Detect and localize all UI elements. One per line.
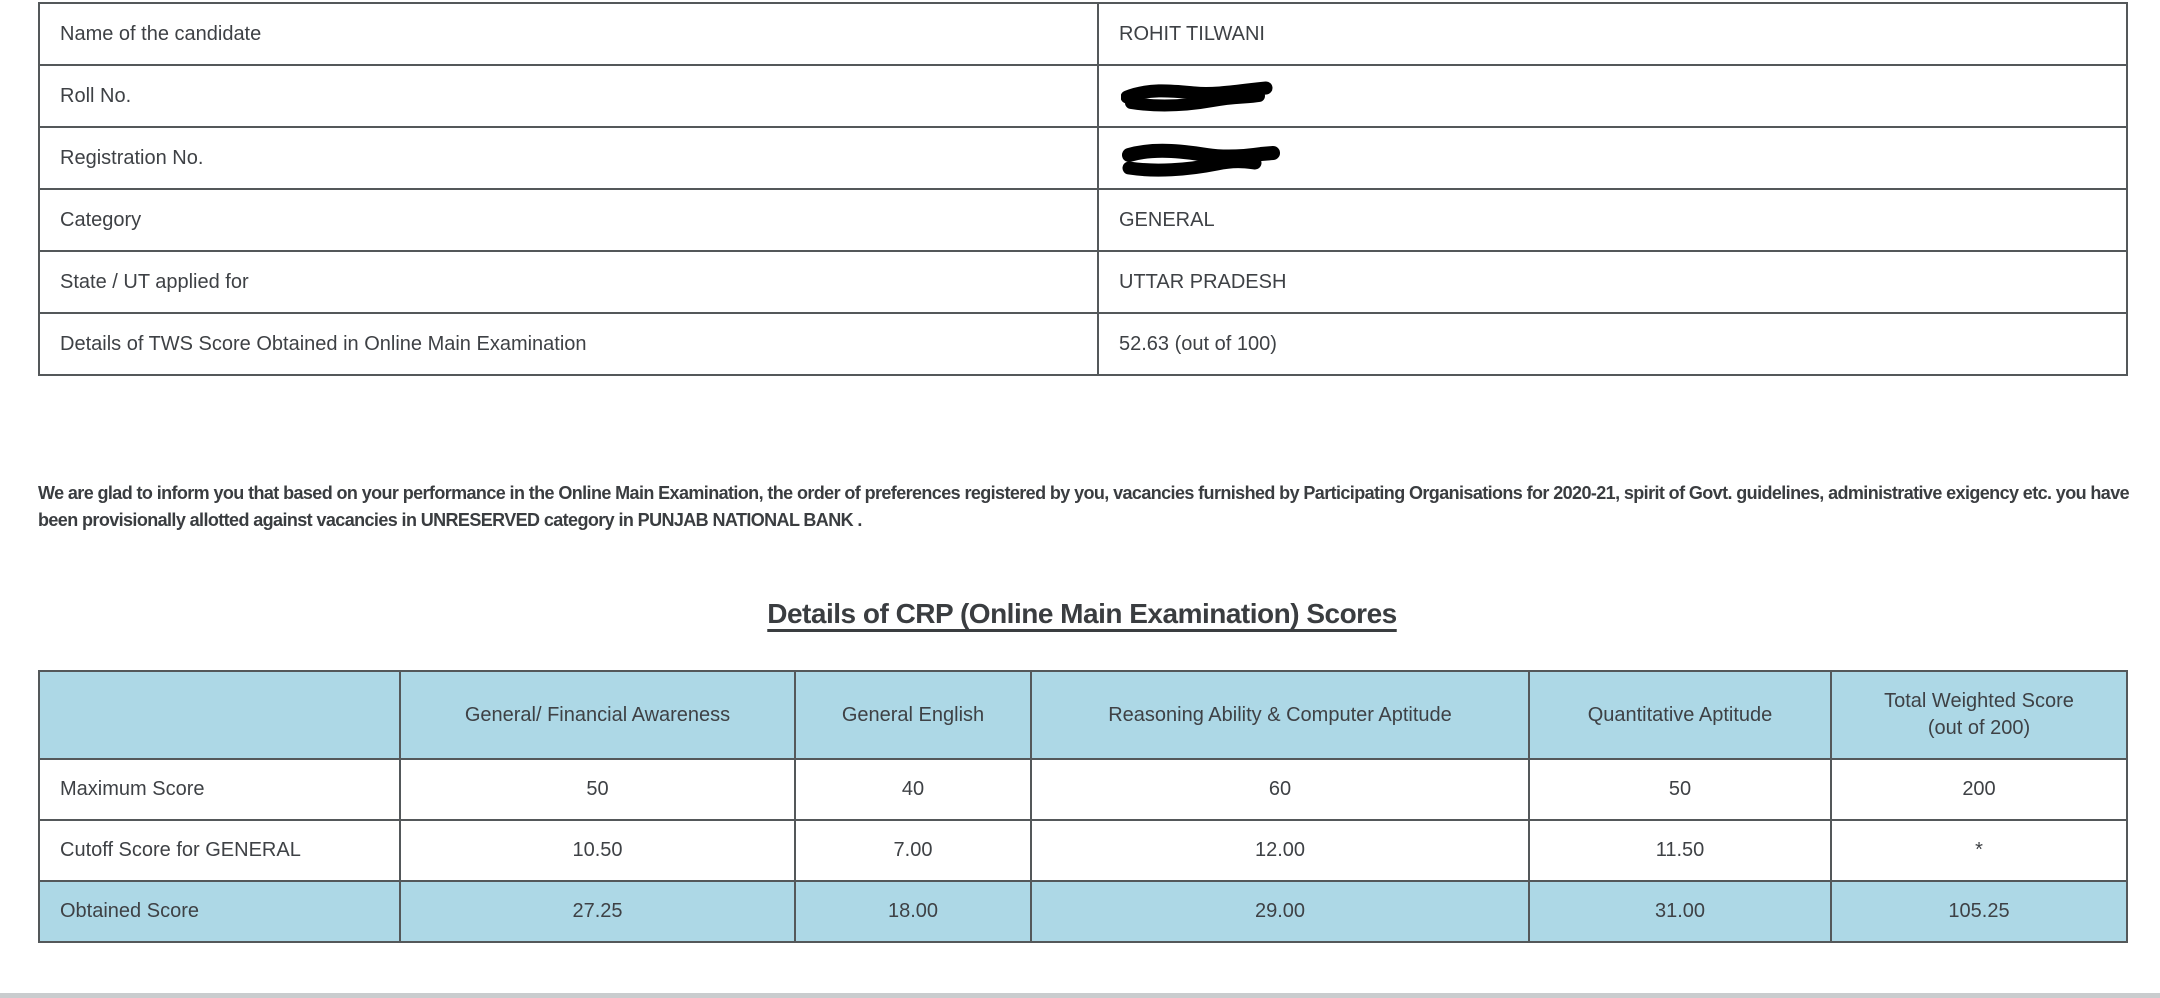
score-cell: 50 <box>1528 758 1832 821</box>
table-row: Name of the candidate ROHIT TILWANI <box>38 2 2128 66</box>
score-row-label: Cutoff Score for GENERAL <box>38 819 401 882</box>
scores-col-header-total-line1: Total Weighted Score <box>1884 690 2074 712</box>
field-label-state: State / UT applied for <box>38 250 1099 314</box>
scores-row-obtained: Obtained Score 27.25 18.00 29.00 31.00 1… <box>38 880 2128 943</box>
scorecard-document: Name of the candidate ROHIT TILWANI Roll… <box>0 2 2160 943</box>
score-cell: 11.50 <box>1528 819 1832 882</box>
score-cell: 18.00 <box>794 880 1032 943</box>
score-cell: 200 <box>1830 758 2128 821</box>
field-value-registration-no <box>1097 126 2128 190</box>
table-row: Details of TWS Score Obtained in Online … <box>38 312 2128 376</box>
table-row: Registration No. <box>38 126 2128 190</box>
table-row: State / UT applied for UTTAR PRADESH <box>38 250 2128 314</box>
field-value-name: ROHIT TILWANI <box>1097 2 2128 66</box>
scores-col-header-total: Total Weighted Score (out of 200) <box>1830 670 2128 760</box>
field-label-registration-no: Registration No. <box>38 126 1099 190</box>
table-row: Category GENERAL <box>38 188 2128 252</box>
scores-col-header-reasoning: Reasoning Ability & Computer Aptitude <box>1030 670 1530 760</box>
score-cell: 27.25 <box>399 880 796 943</box>
redaction-scribble-roll-no <box>1121 81 1273 112</box>
field-label-tws-score: Details of TWS Score Obtained in Online … <box>38 312 1099 376</box>
redaction-scribble-registration-no <box>1122 143 1280 177</box>
score-cell: 105.25 <box>1830 880 2128 943</box>
field-label-name: Name of the candidate <box>38 2 1099 66</box>
score-row-label: Obtained Score <box>38 880 401 943</box>
scores-col-header-gfa: General/ Financial Awareness <box>399 670 796 760</box>
score-cell: 31.00 <box>1528 880 1832 943</box>
field-value-state: UTTAR PRADESH <box>1097 250 2128 314</box>
score-cell: * <box>1830 819 2128 882</box>
score-cell: 50 <box>399 758 796 821</box>
scores-header-row: General/ Financial Awareness General Eng… <box>38 670 2128 760</box>
field-value-category: GENERAL <box>1097 188 2128 252</box>
allotment-paragraph: We are glad to inform you that based on … <box>38 483 2130 530</box>
scores-heading: Details of CRP (Online Main Examination)… <box>767 598 1397 629</box>
scores-col-header-empty <box>38 670 401 760</box>
scores-col-header-quant: Quantitative Aptitude <box>1528 670 1832 760</box>
table-row: Roll No. <box>38 64 2128 128</box>
crp-scores-table: General/ Financial Awareness General Eng… <box>38 670 2128 943</box>
field-label-category: Category <box>38 188 1099 252</box>
score-row-label: Maximum Score <box>38 758 401 821</box>
candidate-details-table: Name of the candidate ROHIT TILWANI Roll… <box>38 2 2128 376</box>
scores-row-maximum: Maximum Score 50 40 60 50 200 <box>38 758 2128 821</box>
field-value-tws-score: 52.63 (out of 100) <box>1097 312 2128 376</box>
score-cell: 7.00 <box>794 819 1032 882</box>
score-cell: 29.00 <box>1030 880 1530 943</box>
scores-col-header-total-line2: (out of 200) <box>1927 717 2031 739</box>
score-cell: 12.00 <box>1030 819 1530 882</box>
scores-row-cutoff: Cutoff Score for GENERAL 10.50 7.00 12.0… <box>38 819 2128 882</box>
field-value-roll-no <box>1097 64 2128 128</box>
score-cell: 10.50 <box>399 819 796 882</box>
score-cell: 40 <box>794 758 1032 821</box>
field-label-roll-no: Roll No. <box>38 64 1099 128</box>
scores-col-header-english: General English <box>794 670 1032 760</box>
score-cell: 60 <box>1030 758 1530 821</box>
